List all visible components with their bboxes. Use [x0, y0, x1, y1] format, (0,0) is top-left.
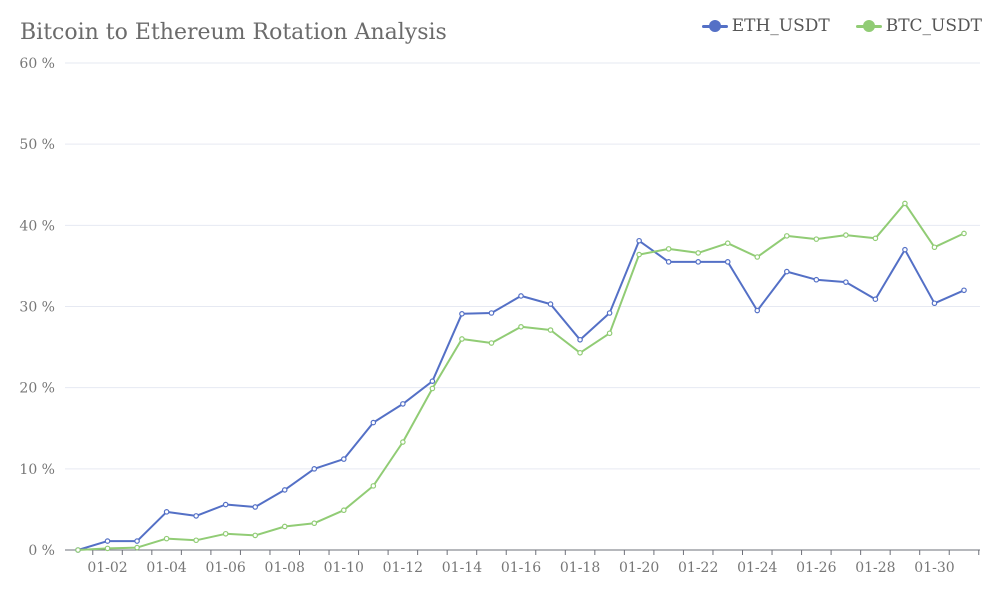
data-point-btc-usdt: [902, 200, 908, 207]
data-point-eth-usdt: [193, 513, 199, 519]
data-point-btc-usdt: [222, 530, 229, 537]
x-tick-label: 01-08: [265, 560, 305, 576]
data-point-eth-usdt: [813, 276, 820, 283]
data-point-eth-usdt: [488, 310, 495, 316]
x-tick-label: 01-16: [501, 560, 541, 576]
legend: ETH_USDT BTC_USDT: [701, 16, 982, 36]
data-point-btc-usdt: [488, 340, 495, 346]
data-point-btc-usdt: [547, 327, 554, 333]
data-point-eth-usdt: [665, 259, 672, 265]
x-tick-label: 01-10: [324, 560, 364, 576]
x-tick-label: 01-26: [796, 560, 836, 576]
legend-label-btc: BTC_USDT: [885, 16, 982, 36]
data-point-btc-usdt: [577, 349, 583, 356]
chart-title: Bitcoin to Ethereum Rotation Analysis: [20, 20, 447, 45]
x-axis: 01-02 01-04 01-06 01-08 01-10 01-12 01-14 01-16…: [65, 549, 980, 576]
data-point-eth-usdt: [163, 509, 170, 515]
x-tick-label: 01-28: [855, 560, 895, 576]
gridlines: [65, 62, 980, 470]
series-line-btc-usdt: [77, 202, 965, 551]
y-axis: 0 % 10 % 20 % 30 % 40 % 50 % 60 %: [19, 56, 55, 559]
data-point-btc-usdt: [370, 483, 377, 489]
legend-item-btc[interactable]: BTC_USDT: [855, 16, 982, 36]
x-tick-label: 01-18: [560, 560, 600, 576]
data-point-eth-usdt: [400, 401, 406, 407]
x-tick-label: 01-12: [383, 560, 423, 576]
series-layer: [75, 200, 967, 553]
y-tick-label: 10 %: [19, 462, 55, 478]
data-point-btc-usdt: [134, 544, 140, 551]
data-point-btc-usdt: [281, 523, 288, 530]
data-point-eth-usdt: [370, 419, 377, 426]
data-point-btc-usdt: [961, 230, 967, 237]
data-point-eth-usdt: [281, 487, 288, 493]
data-point-btc-usdt: [872, 235, 879, 242]
data-point-eth-usdt: [931, 300, 938, 307]
data-point-btc-usdt: [104, 545, 111, 552]
data-point-btc-usdt: [754, 254, 761, 260]
data-point-eth-usdt: [783, 268, 790, 275]
data-point-eth-usdt: [311, 466, 318, 472]
x-tick-label: 01-06: [205, 560, 245, 576]
data-point-eth-usdt: [429, 378, 436, 384]
data-point-btc-usdt: [695, 250, 702, 256]
y-tick-label: 60 %: [19, 56, 55, 72]
series-line-eth-usdt: [77, 239, 965, 551]
data-point-eth-usdt: [340, 456, 347, 462]
legend-swatch-btc: [855, 20, 882, 32]
data-point-btc-usdt: [843, 232, 849, 238]
data-point-btc-usdt: [459, 336, 465, 342]
x-tick-label: 01-24: [737, 560, 777, 576]
data-point-btc-usdt: [193, 537, 199, 544]
data-point-eth-usdt: [252, 504, 259, 510]
data-point-eth-usdt: [547, 301, 554, 307]
data-point-btc-usdt: [665, 246, 672, 252]
data-point-btc-usdt: [606, 330, 613, 337]
data-point-btc-usdt: [163, 535, 170, 542]
data-point-btc-usdt: [75, 547, 81, 553]
legend-swatch-eth: [701, 20, 728, 32]
data-point-eth-usdt: [695, 259, 702, 265]
legend-label-eth: ETH_USDT: [731, 16, 830, 36]
data-point-eth-usdt: [754, 307, 761, 314]
data-point-btc-usdt: [429, 385, 436, 392]
data-point-eth-usdt: [636, 237, 642, 244]
data-point-btc-usdt: [311, 520, 318, 527]
data-point-eth-usdt: [872, 296, 879, 302]
x-tick-label: 01-14: [442, 560, 482, 576]
data-point-btc-usdt: [931, 244, 938, 251]
data-point-eth-usdt: [724, 259, 731, 265]
data-point-eth-usdt: [518, 293, 524, 299]
x-tick-label: 01-02: [87, 560, 127, 576]
data-point-eth-usdt: [104, 538, 111, 544]
data-point-eth-usdt: [222, 501, 229, 508]
data-point-btc-usdt: [400, 439, 406, 445]
data-point-eth-usdt: [577, 336, 583, 343]
data-point-btc-usdt: [813, 236, 820, 242]
data-point-eth-usdt: [843, 279, 849, 285]
data-point-btc-usdt: [783, 233, 790, 239]
x-tick-label: 01-04: [146, 560, 186, 576]
legend-item-eth[interactable]: ETH_USDT: [701, 16, 830, 36]
x-tick-label: 01-20: [619, 560, 659, 576]
data-point-btc-usdt: [724, 240, 731, 246]
x-tick-label: 01-22: [678, 560, 718, 576]
data-point-btc-usdt: [518, 323, 524, 330]
data-point-eth-usdt: [459, 311, 465, 317]
data-point-eth-usdt: [134, 538, 140, 544]
y-tick-label: 0 %: [28, 543, 55, 559]
data-point-eth-usdt: [902, 246, 908, 253]
data-point-btc-usdt: [340, 507, 347, 514]
y-tick-label: 40 %: [19, 218, 55, 234]
y-tick-label: 30 %: [19, 300, 55, 316]
data-point-eth-usdt: [606, 310, 613, 316]
y-tick-label: 50 %: [19, 137, 55, 153]
data-point-eth-usdt: [961, 287, 967, 294]
data-point-btc-usdt: [636, 251, 642, 258]
y-tick-label: 20 %: [19, 381, 55, 397]
x-tick-label: 01-30: [914, 560, 954, 576]
data-point-btc-usdt: [252, 532, 259, 539]
